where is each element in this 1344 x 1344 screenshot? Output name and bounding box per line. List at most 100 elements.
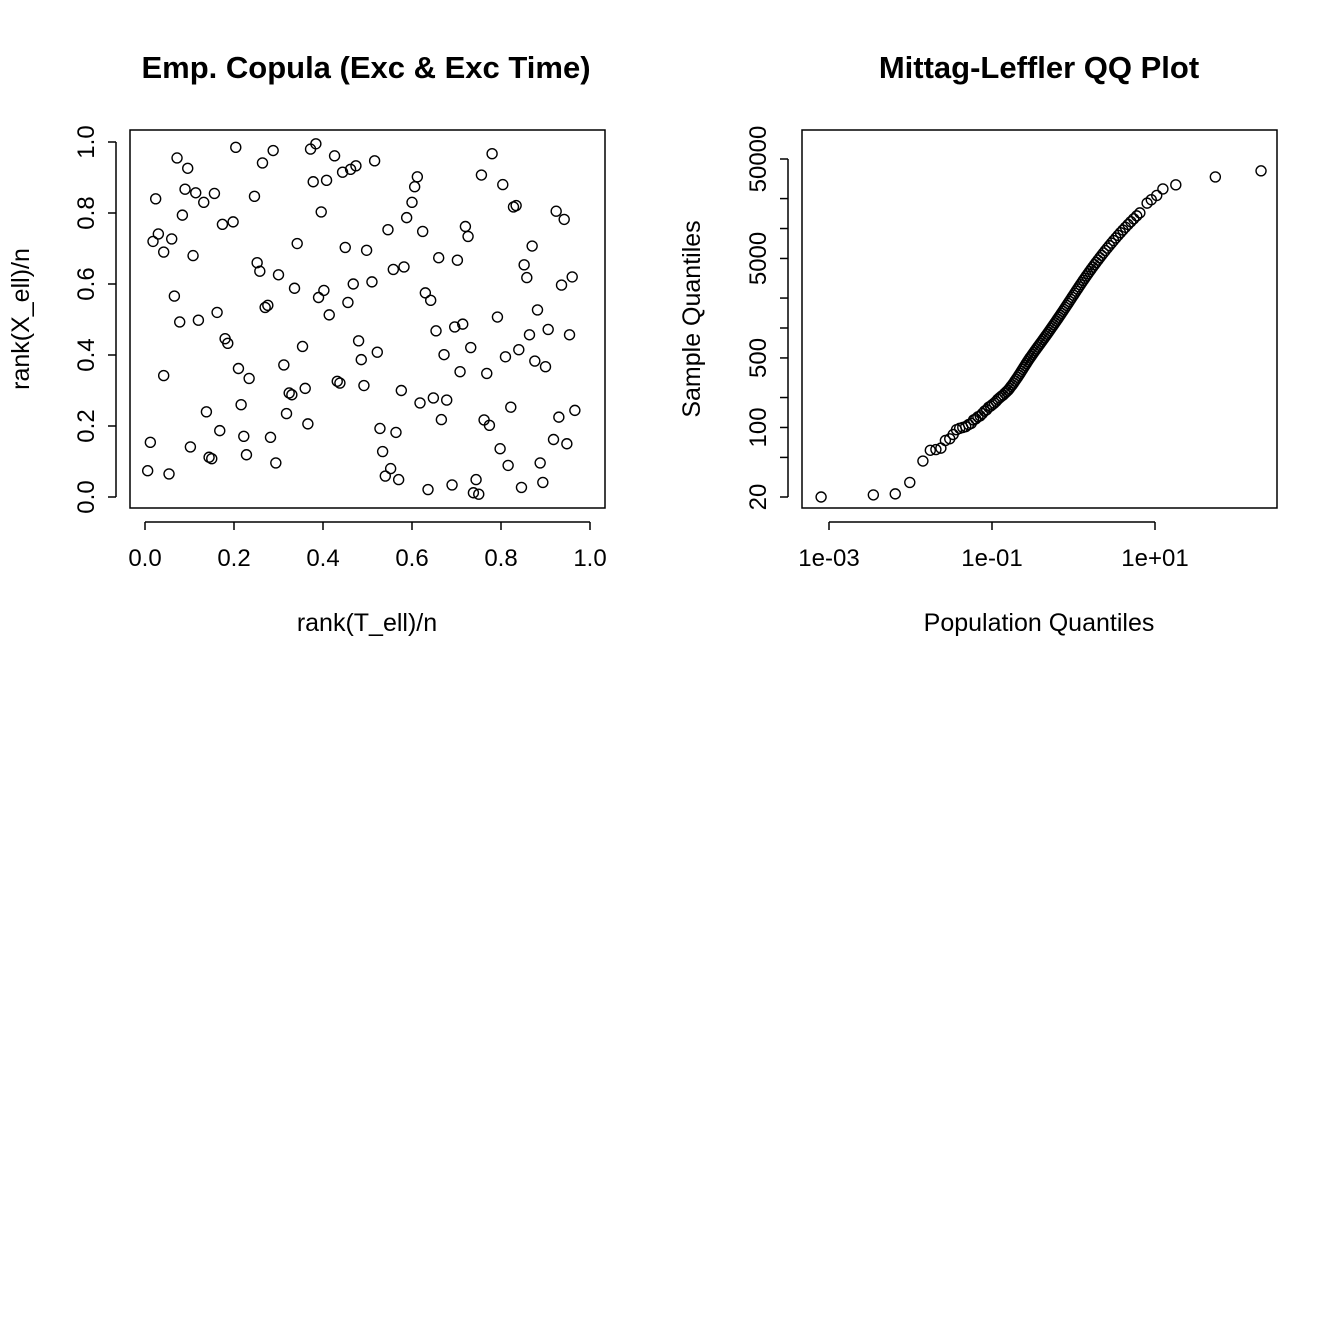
qq-point xyxy=(1131,210,1143,222)
copula-point xyxy=(382,223,394,236)
copula-point xyxy=(334,377,346,389)
copula-point xyxy=(499,351,512,363)
copula-points xyxy=(141,138,581,500)
copula-point xyxy=(182,162,194,174)
copula-point xyxy=(232,362,245,375)
qq-point xyxy=(904,476,916,489)
qq-x-tick-label: 1e+01 xyxy=(1121,545,1188,572)
copula-point xyxy=(502,459,514,472)
copula-point xyxy=(296,340,309,353)
copula-point xyxy=(542,323,554,336)
copula-point xyxy=(336,166,349,178)
copula-point xyxy=(416,225,429,238)
qq-panel: Mittag-Leffler QQ Plot 1e-03 1e-01 1e+01 2… xyxy=(678,50,1278,637)
copula-point xyxy=(147,235,159,248)
qq-point xyxy=(1255,165,1267,177)
qq-point xyxy=(867,489,880,501)
copula-point xyxy=(318,284,330,297)
copula-point xyxy=(473,488,485,500)
copula-point xyxy=(374,422,386,435)
copula-point xyxy=(331,375,343,387)
copula-panel: Emp. Copula (Exc & Exc Time) 0.0 0.2 0.4 0.… xyxy=(7,50,607,637)
copula-point xyxy=(513,343,525,356)
copula-point xyxy=(358,379,370,392)
qq-y-label: Sample Quantiles xyxy=(678,220,706,417)
copula-point xyxy=(206,452,218,465)
qq-point xyxy=(889,488,901,500)
copula-point xyxy=(510,199,522,212)
copula-point xyxy=(165,233,178,245)
copula-x-label: rank(T_ell)/n xyxy=(297,609,437,637)
copula-point xyxy=(491,311,504,323)
copula-point xyxy=(238,430,250,442)
qq-point xyxy=(1157,183,1169,195)
copula-point xyxy=(534,457,546,469)
copula-point xyxy=(198,196,210,209)
copula-point xyxy=(278,359,290,371)
qq-point xyxy=(1134,207,1146,219)
copula-point xyxy=(454,365,466,378)
copula-point xyxy=(406,196,418,209)
qq-x-tick-label: 1e-03 xyxy=(798,545,859,572)
qq-y-tick-label: 5000 xyxy=(745,232,772,285)
copula-point xyxy=(214,424,226,437)
copula-point xyxy=(569,404,581,417)
copula-point xyxy=(561,438,573,450)
copula-point xyxy=(157,369,170,382)
copula-point xyxy=(174,316,186,328)
copula-point xyxy=(168,290,181,302)
copula-point xyxy=(347,278,359,290)
copula-point xyxy=(555,279,568,291)
copula-point xyxy=(302,418,314,430)
copula-point xyxy=(291,237,303,250)
copula-point xyxy=(352,335,365,347)
copula-point xyxy=(141,465,154,477)
copula-y-label: rank(X_ell)/n xyxy=(7,248,35,390)
copula-plot-frame xyxy=(129,129,606,509)
copula-y-tick-label: 0.4 xyxy=(73,338,100,371)
copula-point xyxy=(427,392,440,404)
copula-point xyxy=(505,401,517,413)
qq-point xyxy=(1151,189,1163,202)
copula-x-tick-label: 0.4 xyxy=(306,545,339,572)
copula-point xyxy=(483,419,496,431)
copula-point xyxy=(243,372,255,385)
copula-point xyxy=(481,367,493,380)
qq-x-ticks: 1e-03 1e-01 1e+01 xyxy=(798,522,1189,572)
copula-point xyxy=(563,329,576,341)
copula-point xyxy=(288,282,301,294)
copula-point xyxy=(539,361,552,373)
copula-point xyxy=(424,294,437,307)
copula-point xyxy=(550,205,562,217)
qq-title: Mittag-Leffler QQ Plot xyxy=(879,50,1199,85)
copula-point xyxy=(379,470,391,482)
copula-point xyxy=(360,244,373,256)
copula-point xyxy=(286,389,298,401)
copula-point xyxy=(163,468,175,480)
copula-point xyxy=(350,160,362,172)
copula-point xyxy=(398,261,410,273)
copula-point xyxy=(446,479,458,491)
copula-point xyxy=(366,276,378,288)
copula-point xyxy=(157,246,170,258)
copula-point xyxy=(211,306,223,319)
copula-point xyxy=(222,337,234,349)
copula-point xyxy=(320,174,333,187)
copula-point xyxy=(435,413,448,426)
copula-point xyxy=(310,138,322,150)
qq-point xyxy=(1128,213,1140,225)
qq-y-ticks: 20 100 500 5000 50000 xyxy=(745,126,788,510)
copula-point xyxy=(190,187,202,199)
copula-point xyxy=(395,384,408,397)
copula-point xyxy=(547,433,560,446)
copula-point xyxy=(216,218,229,231)
copula-point xyxy=(518,259,530,271)
copula-point xyxy=(531,304,544,316)
copula-point xyxy=(262,299,274,311)
copula-y-tick-label: 0.6 xyxy=(73,267,100,300)
copula-point xyxy=(323,309,335,321)
qq-x-tick-label: 1e-01 xyxy=(961,545,1022,572)
copula-point xyxy=(462,230,474,243)
